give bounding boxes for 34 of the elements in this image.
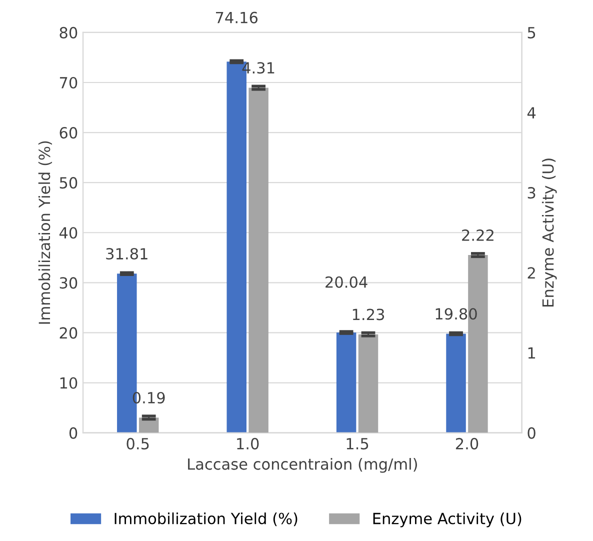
y2-axis-title: Enzyme Activity (U) (542, 158, 557, 306)
bar (446, 334, 466, 433)
legend-label: Immobilization Yield (%) (114, 512, 298, 526)
data-label: 20.04 (326, 276, 368, 288)
y-tick-label: 80 (60, 26, 78, 38)
y-tick-label: 10 (60, 377, 78, 389)
y2-tick-label: 4 (527, 107, 536, 118)
data-label: 2.22 (462, 229, 494, 241)
x-tick-label: 1.5 (346, 438, 368, 450)
x-tick-label: 2.0 (456, 438, 478, 450)
y-tick-label: 40 (59, 227, 78, 239)
y-tick-label: 60 (60, 127, 78, 139)
y2-tick-label: 1 (528, 347, 536, 359)
x-axis-title: Laccase concentraion (mg/ml) (188, 458, 417, 473)
y-tick-label: 50 (60, 177, 78, 189)
legend-label: Enzyme Activity (U) (373, 512, 522, 528)
data-label: 31.81 (106, 248, 148, 260)
bar (248, 88, 268, 433)
y2-tick-label: 5 (528, 27, 536, 38)
bar (336, 332, 356, 433)
y2-tick-label: 2 (528, 267, 535, 278)
y-axis-title: Immobilization Yield (%) (38, 141, 52, 324)
bar (358, 334, 378, 433)
y2-tick-label: 0 (528, 427, 536, 439)
x-tick-label: 0.5 (126, 438, 149, 450)
data-label: 74.16 (216, 12, 258, 24)
data-label: 1.23 (352, 308, 384, 320)
y-tick-label: 70 (60, 76, 78, 89)
y-tick-label: 20 (60, 327, 78, 339)
y-tick-label: 0 (69, 427, 78, 439)
y-tick-label: 30 (60, 277, 78, 289)
y2-tick-label: 3 (528, 187, 536, 199)
data-label: 19.80 (436, 308, 477, 320)
x-tick-label: 1.0 (237, 438, 259, 450)
